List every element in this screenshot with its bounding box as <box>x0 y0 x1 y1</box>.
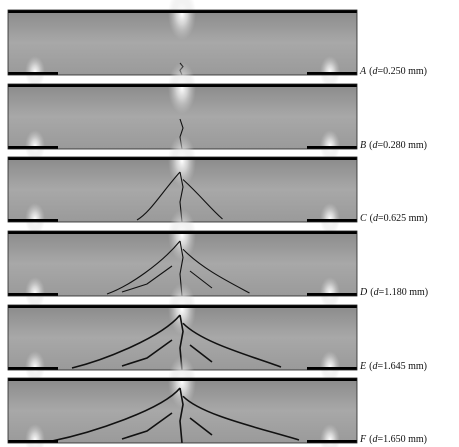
top-edge <box>8 378 357 381</box>
panel-label: A(d=0.250 mm) <box>359 66 427 77</box>
stage-letter: A <box>359 66 367 77</box>
panel: D(d=1.180 mm) <box>8 209 428 309</box>
panel-label: D(d=1.180 mm) <box>359 287 428 298</box>
stage-letter: C <box>360 213 367 224</box>
support <box>307 367 357 370</box>
support <box>307 72 357 75</box>
support <box>307 146 357 149</box>
value-text: =0.250 mm) <box>377 66 427 77</box>
value-text: =1.645 mm) <box>377 361 427 372</box>
support <box>307 440 357 443</box>
panel: B(d=0.280 mm) <box>8 62 427 162</box>
support <box>8 367 58 370</box>
figure: A(d=0.250 mm) B(d=0.280 mm) C(d=0.625 mm) D… <box>0 0 459 447</box>
value-text: =0.280 mm) <box>377 140 427 151</box>
top-edge <box>8 305 357 308</box>
stage-letter: F <box>359 434 367 445</box>
panel-label: E(d=1.645 mm) <box>359 361 427 372</box>
stage-letter: E <box>359 361 366 372</box>
support <box>8 219 58 222</box>
stage-letter: D <box>359 287 368 298</box>
support <box>307 219 357 222</box>
top-edge <box>8 10 357 13</box>
support <box>8 440 58 443</box>
support <box>8 146 58 149</box>
panel-label: F(d=1.650 mm) <box>359 434 427 445</box>
panel: E(d=1.645 mm) <box>8 283 427 383</box>
panel-label: B(d=0.280 mm) <box>360 140 427 151</box>
stress-glow <box>168 62 196 114</box>
top-edge <box>8 231 357 234</box>
value-text: =1.180 mm) <box>379 287 429 298</box>
panels: A(d=0.250 mm) B(d=0.280 mm) C(d=0.625 mm) D… <box>8 0 428 447</box>
stage-letter: B <box>360 140 366 151</box>
value-text: =1.650 mm) <box>377 434 427 445</box>
support <box>8 72 58 75</box>
top-edge <box>8 84 357 87</box>
support <box>8 293 58 296</box>
support <box>307 293 357 296</box>
panel-label: C(d=0.625 mm) <box>360 213 428 224</box>
panel: A(d=0.250 mm) <box>8 0 427 88</box>
top-edge <box>8 157 357 160</box>
value-text: =0.625 mm) <box>378 213 428 224</box>
